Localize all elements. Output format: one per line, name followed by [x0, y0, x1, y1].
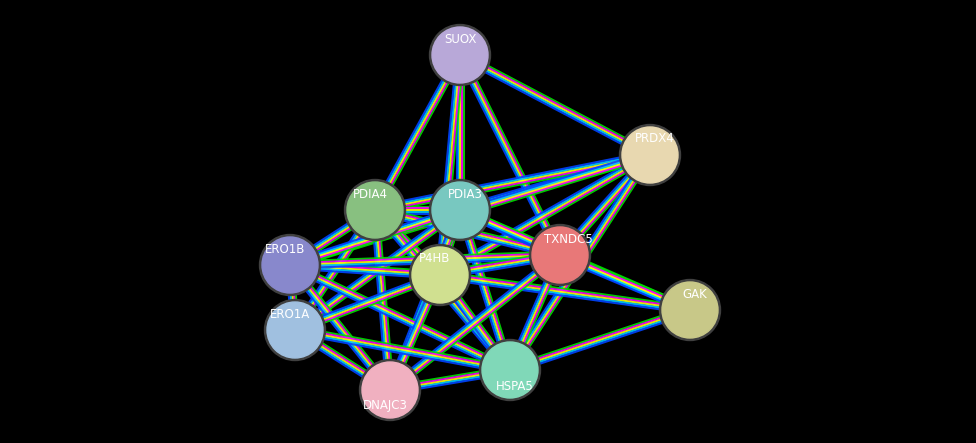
Circle shape: [442, 192, 478, 228]
Circle shape: [432, 182, 488, 238]
Circle shape: [662, 282, 718, 338]
Text: DNAJC3: DNAJC3: [362, 400, 407, 412]
Circle shape: [277, 312, 313, 348]
Circle shape: [357, 192, 393, 228]
Text: PDIA4: PDIA4: [352, 187, 387, 201]
Text: TXNDC5: TXNDC5: [544, 233, 592, 245]
Circle shape: [412, 247, 468, 303]
Circle shape: [671, 292, 709, 328]
Circle shape: [532, 227, 588, 283]
Text: HSPA5: HSPA5: [496, 380, 534, 392]
Circle shape: [622, 127, 678, 183]
Circle shape: [631, 137, 669, 173]
Circle shape: [620, 124, 680, 186]
Circle shape: [267, 302, 323, 358]
Text: P4HB: P4HB: [420, 253, 451, 265]
Circle shape: [372, 372, 408, 408]
Circle shape: [432, 27, 488, 83]
Circle shape: [345, 179, 405, 241]
Circle shape: [479, 339, 541, 400]
Circle shape: [271, 247, 308, 283]
Circle shape: [260, 234, 320, 295]
Circle shape: [482, 342, 538, 398]
Circle shape: [542, 237, 578, 273]
Circle shape: [660, 280, 720, 341]
Circle shape: [422, 257, 458, 293]
Circle shape: [429, 24, 491, 85]
Circle shape: [362, 362, 418, 418]
Text: ERO1B: ERO1B: [264, 242, 305, 256]
Circle shape: [530, 225, 590, 285]
Circle shape: [264, 299, 326, 361]
Circle shape: [429, 179, 491, 241]
Circle shape: [359, 360, 421, 420]
Text: GAK: GAK: [682, 288, 708, 300]
Circle shape: [442, 37, 478, 73]
Text: ERO1A: ERO1A: [270, 307, 310, 320]
Text: PDIA3: PDIA3: [448, 187, 482, 201]
Text: SUOX: SUOX: [444, 32, 476, 46]
Circle shape: [410, 245, 470, 306]
Circle shape: [347, 182, 403, 238]
Circle shape: [262, 237, 318, 293]
Circle shape: [492, 352, 528, 388]
Text: PRDX4: PRDX4: [635, 132, 674, 145]
